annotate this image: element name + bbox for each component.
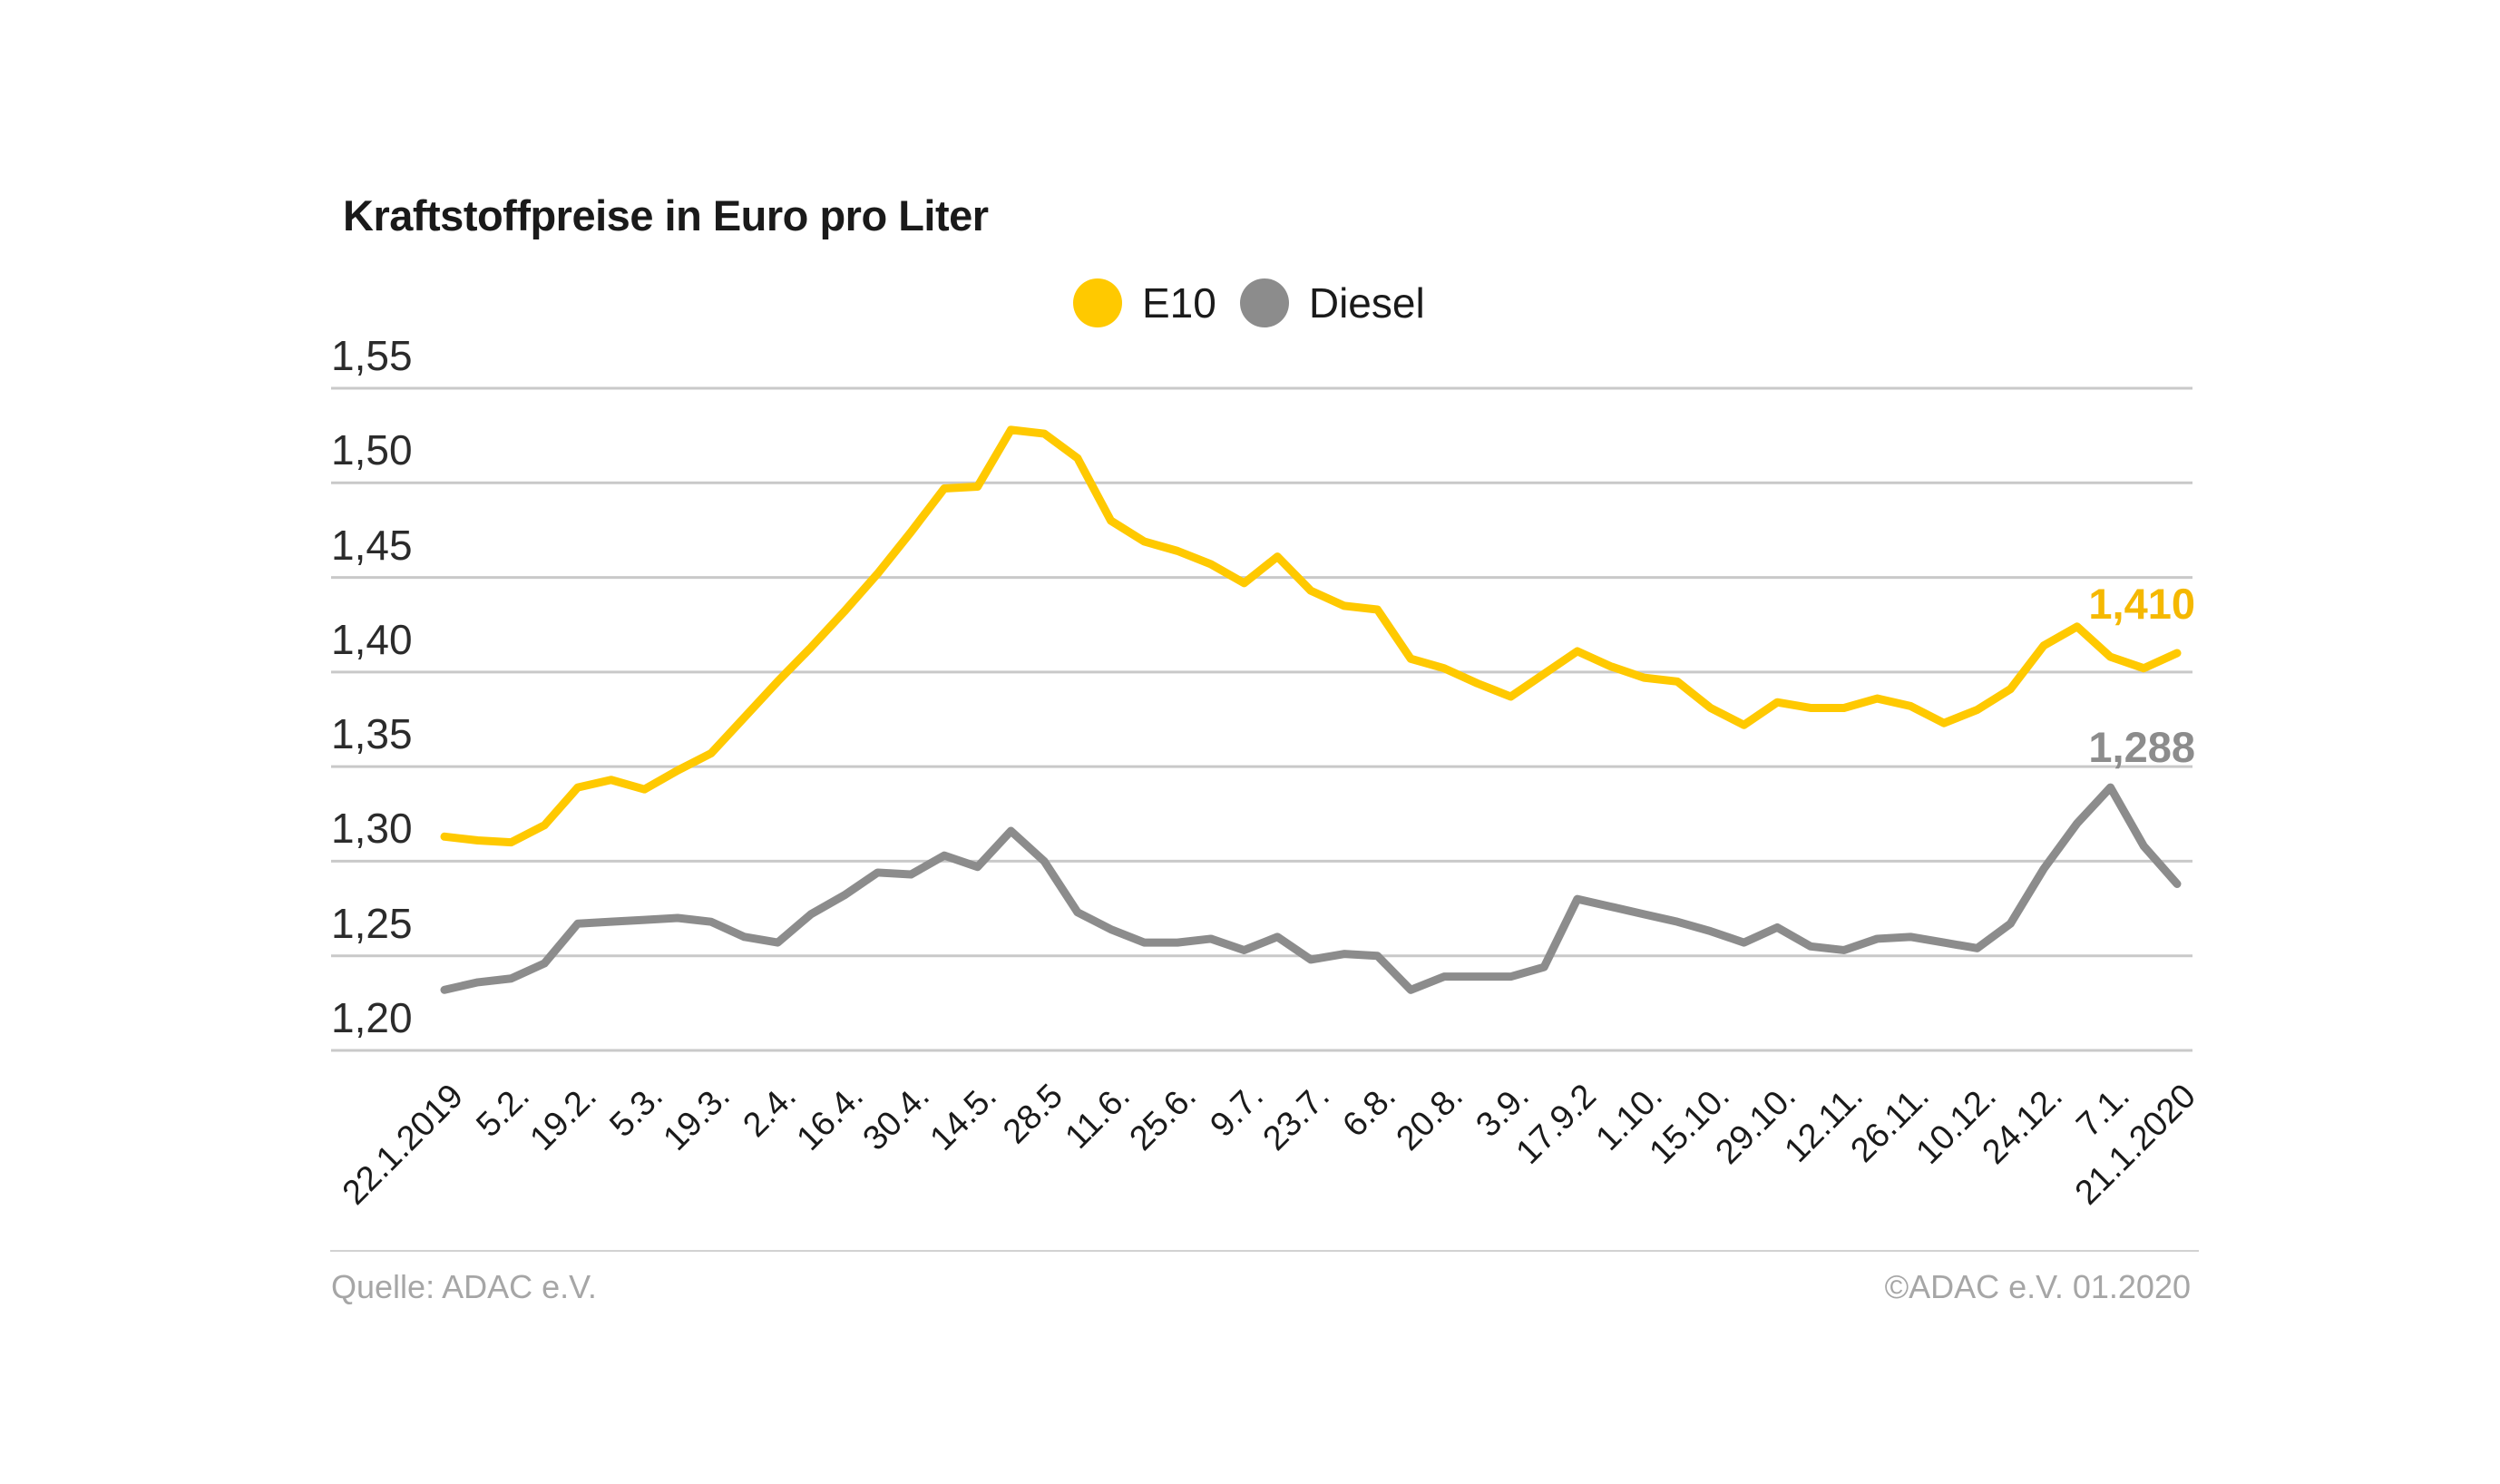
source-text: Quelle: ADAC e.V.: [331, 1268, 597, 1305]
e10-dot-icon: [1073, 278, 1122, 327]
chart-title: Kraftstoffpreise in Euro pro Liter: [343, 191, 989, 239]
legend-item-diesel: Diesel: [1239, 278, 1425, 327]
legend-item-e10: E10: [1073, 278, 1216, 327]
series-line-e10: [440, 425, 2182, 847]
y-axis-label: 1,50: [331, 426, 413, 474]
legend-label-diesel: Diesel: [1308, 279, 1425, 327]
y-axis-label: 1,55: [331, 332, 413, 379]
copyright-text: ©ADAC e.V. 01.2020: [1884, 1268, 2191, 1305]
y-axis-label: 1,35: [331, 710, 413, 758]
legend-label-e10: E10: [1142, 279, 1216, 327]
y-axis-label: 1,45: [331, 521, 413, 569]
series-line-diesel: [440, 783, 2182, 994]
y-axis-label: 1,40: [331, 615, 413, 663]
diesel-last-value-label: 1,288: [2088, 723, 2195, 771]
e10-last-value-label: 1,410: [2088, 580, 2195, 628]
y-axis-label: 1,30: [331, 805, 413, 853]
y-axis-label: 1,20: [331, 994, 413, 1041]
legend: E10 Diesel: [1073, 276, 1425, 330]
footer-divider: [330, 1250, 2199, 1252]
y-axis-label: 1,25: [331, 899, 413, 947]
diesel-dot-icon: [1239, 278, 1289, 327]
